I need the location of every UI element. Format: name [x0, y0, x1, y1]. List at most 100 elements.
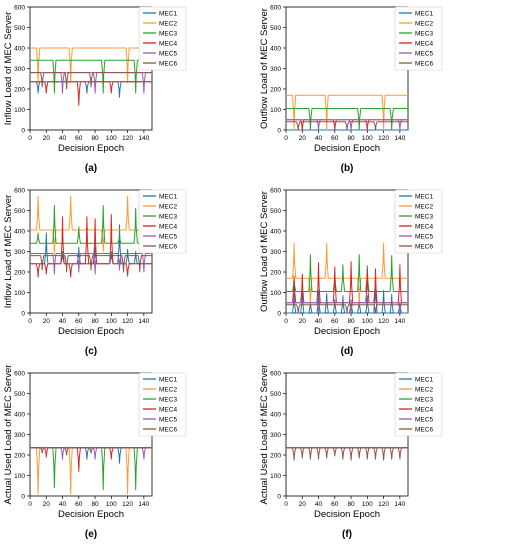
y-tick-label: 100 [270, 473, 281, 480]
panel-label: (b) [341, 163, 354, 174]
y-tick-label: 300 [270, 249, 281, 256]
y-tick-label: 600 [270, 5, 281, 12]
legend-label: MEC4 [415, 41, 433, 48]
x-tick-label: 140 [138, 318, 149, 325]
legend-label: MEC6 [159, 427, 177, 434]
legend: MEC1 MEC2 MEC3 MEC4 MEC5 MEC6 [138, 6, 187, 71]
x-axis-label: Decision Epoch [314, 143, 380, 154]
y-tick-label: 400 [270, 412, 281, 419]
plot-area [285, 6, 409, 131]
y-axis-label: Outflow Load of MEC Server [259, 8, 270, 129]
x-tick-label: 20 [299, 135, 307, 142]
legend-label: MEC5 [415, 234, 433, 241]
legend-label: MEC3 [159, 31, 177, 38]
x-tick-label: 0 [284, 318, 288, 325]
legend-label: MEC3 [415, 397, 433, 404]
plot-area [29, 372, 153, 497]
series-line-mec3 [286, 254, 408, 292]
x-tick-label: 20 [299, 501, 307, 508]
y-tick-label: 0 [21, 494, 25, 501]
legend-label: MEC1 [159, 11, 177, 18]
y-tick-label: 300 [14, 432, 25, 439]
y-tick-label: 600 [270, 188, 281, 195]
x-tick-label: 120 [122, 135, 133, 142]
series-line-mec6 [30, 72, 152, 90]
legend-label: MEC2 [159, 21, 177, 28]
legend-label: MEC6 [415, 427, 433, 434]
legend: MEC1 MEC2 MEC3 MEC4 MEC5 MEC6 [138, 189, 187, 254]
legend-label: MEC1 [159, 194, 177, 201]
legend-label: MEC1 [159, 377, 177, 384]
y-tick-label: 500 [14, 25, 25, 32]
x-tick-label: 120 [378, 135, 389, 142]
legend-label: MEC6 [159, 244, 177, 251]
x-tick-label: 60 [75, 135, 83, 142]
series-line-mec6 [30, 255, 152, 273]
legend-label: MEC1 [415, 377, 433, 384]
legend-label: MEC4 [159, 224, 177, 231]
x-tick-label: 20 [299, 318, 307, 325]
chart-panel-5: 0 100 200 300 400 500 600 0 20 40 60 80 100 120 140 MEC… [3, 365, 187, 540]
legend-label: MEC3 [415, 214, 433, 221]
legend-label: MEC2 [159, 204, 177, 211]
y-tick-label: 500 [270, 391, 281, 398]
y-tick-label: 500 [14, 391, 25, 398]
y-tick-label: 0 [277, 494, 281, 501]
series-line-mec2 [30, 47, 152, 84]
y-tick-label: 0 [277, 128, 281, 135]
legend-label: MEC1 [415, 194, 433, 201]
legend-label: MEC4 [159, 41, 177, 48]
legend-label: MEC5 [415, 417, 433, 424]
y-tick-label: 100 [14, 473, 25, 480]
x-tick-label: 0 [284, 135, 288, 142]
x-tick-label: 120 [378, 318, 389, 325]
plot-area [29, 189, 153, 314]
x-tick-label: 140 [138, 501, 149, 508]
legend-label: MEC5 [159, 417, 177, 424]
series-line-mec2 [286, 94, 408, 131]
x-tick-label: 60 [331, 135, 339, 142]
y-tick-label: 400 [270, 46, 281, 53]
y-tick-label: 100 [270, 107, 281, 114]
x-tick-label: 40 [59, 135, 67, 142]
series-line-mec5 [30, 447, 152, 460]
y-tick-label: 0 [277, 311, 281, 318]
legend-label: MEC3 [159, 397, 177, 404]
chart-panel-1: 0 100 200 300 400 500 600 0 20 40 60 80 100 120 140 MEC… [3, 5, 187, 174]
x-tick-label: 40 [315, 135, 323, 142]
y-axis-label: Inflow Load of MEC Server [3, 12, 14, 126]
series-line-mec6 [286, 304, 408, 314]
chart-panel-6: 0 100 200 300 400 500 600 0 20 40 60 80 100 120 140 MEC… [259, 365, 443, 540]
x-axis-label: Decision Epoch [58, 326, 124, 337]
y-tick-label: 600 [14, 188, 25, 195]
x-tick-label: 20 [43, 501, 51, 508]
x-tick-label: 60 [75, 318, 83, 325]
chart-panel-3: 0 100 200 300 400 500 600 0 20 40 60 80 100 120 140 MEC… [3, 188, 187, 357]
legend-label: MEC2 [415, 387, 433, 394]
x-tick-label: 0 [28, 135, 32, 142]
y-tick-label: 500 [270, 25, 281, 32]
legend-label: MEC3 [159, 214, 177, 221]
y-tick-label: 600 [270, 371, 281, 378]
y-axis-label: Actual Used Load of MEC Server [3, 365, 14, 505]
x-tick-label: 120 [122, 318, 133, 325]
series-line-mec3 [286, 108, 408, 131]
legend-label: MEC5 [159, 234, 177, 241]
x-tick-label: 0 [28, 318, 32, 325]
y-tick-label: 400 [14, 46, 25, 53]
x-tick-label: 140 [394, 135, 405, 142]
series-line-mec5 [286, 119, 408, 131]
y-tick-label: 0 [21, 311, 25, 318]
x-tick-label: 80 [347, 135, 355, 142]
plot-area [29, 6, 153, 131]
legend-label: MEC2 [159, 387, 177, 394]
chart-panel-2: 0 100 200 300 400 500 600 0 20 40 60 80 100 120 140 MEC… [259, 5, 443, 174]
legend: MEC1 MEC2 MEC3 MEC4 MEC5 MEC6 [138, 372, 187, 437]
legend-label: MEC6 [415, 61, 433, 68]
x-tick-label: 80 [347, 501, 355, 508]
legend-label: MEC6 [415, 244, 433, 251]
series-line-mec3 [30, 59, 152, 94]
x-tick-label: 100 [362, 318, 373, 325]
